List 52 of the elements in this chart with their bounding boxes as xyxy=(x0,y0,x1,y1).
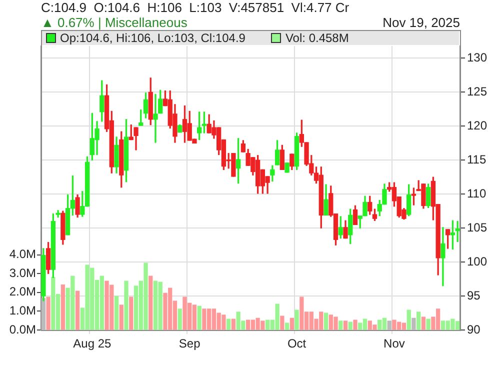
bar xyxy=(353,320,358,330)
bar xyxy=(46,296,50,330)
y-tick-label: 125 xyxy=(467,84,488,99)
candlestick xyxy=(440,227,446,286)
bar xyxy=(114,296,119,330)
text: Nov 19, 2025 xyxy=(382,15,460,30)
y2-tick-label: 0.0M xyxy=(9,322,36,336)
bar xyxy=(338,320,343,330)
y-tick-label: 105 xyxy=(467,220,488,234)
y2-tick-label: 4.0M xyxy=(9,247,36,262)
bar xyxy=(324,312,328,330)
y2-tick-label: 2.0M xyxy=(9,284,36,299)
x-tick-label: Nov xyxy=(384,336,405,351)
bar xyxy=(148,276,153,330)
bar xyxy=(387,320,392,330)
bar xyxy=(412,318,416,330)
x-tick-label: Sep xyxy=(178,336,201,351)
bar xyxy=(426,318,430,330)
bar xyxy=(124,280,128,330)
bar xyxy=(75,290,80,330)
bar xyxy=(421,316,426,330)
bar xyxy=(197,306,202,330)
y-tick-label: 115 xyxy=(467,152,486,166)
bar xyxy=(129,296,134,330)
legend-label: Vol: 0.458M xyxy=(285,31,349,45)
y-tick-label: 120 xyxy=(467,118,488,132)
legend-label: Op:104.6, Hi:106, Lo:103, Cl:104.9 xyxy=(60,31,246,45)
bar xyxy=(290,318,294,330)
bar xyxy=(231,318,236,330)
x-tick-label: Aug 25 xyxy=(73,336,112,351)
bar xyxy=(41,298,46,330)
y-tick-label: 110 xyxy=(467,186,486,200)
y-tick-label: 95 xyxy=(467,288,481,302)
chart-subtitle: ▲ 0.67% | Miscellaneous xyxy=(41,15,188,30)
bar xyxy=(284,322,290,330)
y2-tick-label: 3.0M xyxy=(9,266,36,280)
bar xyxy=(294,310,299,330)
y-tick-label: 130 xyxy=(467,50,488,65)
bar xyxy=(119,304,124,330)
y2-tick-label: 1.0M xyxy=(9,304,36,318)
bar xyxy=(178,308,182,330)
y-tick-label: 90 xyxy=(467,322,481,336)
bar xyxy=(348,322,352,330)
bar xyxy=(416,312,421,330)
bar xyxy=(280,316,284,330)
bar xyxy=(60,284,66,330)
bar xyxy=(226,318,231,330)
bar xyxy=(406,310,411,330)
x-tick-label: Oct xyxy=(287,336,307,351)
bar xyxy=(343,320,348,330)
y-tick-label: 100 xyxy=(467,254,488,268)
chart-title: C:104.9 O:104.6 H:106 L:103 V:457851 Vl:4.77 Cr xyxy=(41,0,350,15)
